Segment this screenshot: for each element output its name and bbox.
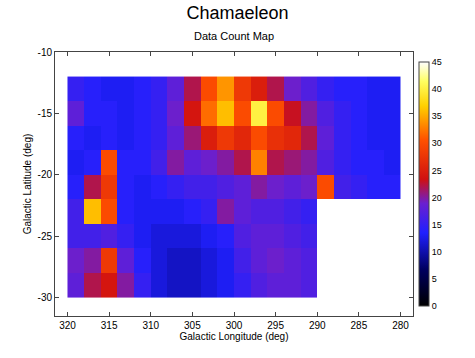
svg-text:-20: -20: [38, 169, 53, 180]
svg-text:300: 300: [226, 320, 243, 331]
svg-text:285: 285: [351, 320, 368, 331]
svg-text:30: 30: [432, 138, 442, 148]
svg-text:Galactic Longitude (deg): Galactic Longitude (deg): [180, 331, 289, 342]
svg-text:15: 15: [432, 220, 442, 230]
svg-text:280: 280: [392, 320, 409, 331]
svg-text:20: 20: [432, 193, 442, 203]
svg-text:310: 310: [142, 320, 159, 331]
svg-text:320: 320: [59, 320, 76, 331]
svg-text:25: 25: [432, 166, 442, 176]
svg-text:40: 40: [432, 84, 442, 94]
svg-text:Galactic Latitude (deg): Galactic Latitude (deg): [22, 134, 33, 235]
svg-text:-30: -30: [38, 292, 53, 303]
svg-text:295: 295: [267, 320, 284, 331]
svg-text:-15: -15: [38, 108, 53, 119]
svg-text:45: 45: [432, 57, 442, 67]
svg-text:305: 305: [184, 320, 201, 331]
svg-text:35: 35: [432, 111, 442, 121]
svg-text:10: 10: [432, 247, 442, 257]
svg-text:290: 290: [309, 320, 326, 331]
svg-text:Chamaeleon: Chamaeleon: [186, 3, 288, 23]
svg-text:0: 0: [432, 301, 437, 311]
svg-text:-25: -25: [38, 231, 53, 242]
svg-text:315: 315: [101, 320, 118, 331]
svg-text:5: 5: [432, 274, 437, 284]
svg-text:Data Count Map: Data Count Map: [194, 30, 274, 42]
svg-text:-10: -10: [38, 47, 53, 58]
